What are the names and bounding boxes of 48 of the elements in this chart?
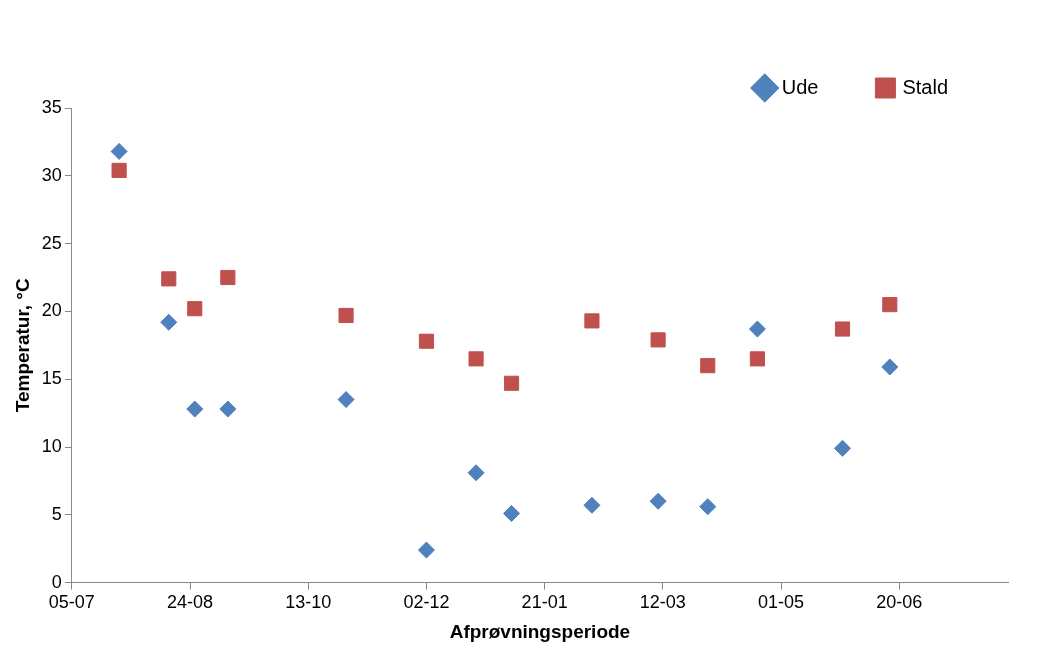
point bbox=[584, 313, 600, 329]
point bbox=[834, 439, 852, 457]
point bbox=[110, 142, 128, 160]
y-tick-label: 35 bbox=[41, 96, 62, 117]
legend-label: Stald bbox=[902, 75, 949, 98]
point bbox=[503, 375, 520, 391]
x-tick-label: 21-01 bbox=[521, 592, 568, 613]
x-tick-label: 01-05 bbox=[758, 592, 805, 613]
point bbox=[220, 269, 236, 286]
point bbox=[417, 541, 435, 559]
x-tick-label: 24-08 bbox=[167, 592, 214, 613]
point bbox=[337, 391, 355, 409]
point bbox=[219, 400, 237, 418]
x-tick-label: 02-12 bbox=[403, 592, 450, 613]
point bbox=[161, 271, 177, 287]
point bbox=[583, 496, 601, 514]
x-tick-label: 05-07 bbox=[48, 592, 95, 613]
x-tick-label: 13-10 bbox=[285, 592, 332, 613]
y-tick-label: 30 bbox=[41, 164, 62, 185]
point bbox=[503, 504, 521, 522]
point bbox=[650, 332, 666, 348]
point bbox=[700, 358, 716, 374]
point bbox=[881, 358, 899, 376]
point bbox=[338, 307, 354, 324]
point bbox=[649, 492, 667, 510]
point bbox=[187, 301, 203, 317]
point bbox=[111, 162, 127, 178]
point bbox=[468, 351, 484, 367]
x-axis-title: Afprøvningsperiode bbox=[449, 620, 631, 642]
point bbox=[186, 400, 204, 418]
legend-label: Ude bbox=[781, 75, 819, 98]
y-tick-label: 20 bbox=[41, 300, 62, 321]
y-tick-label: 15 bbox=[41, 368, 62, 389]
x-tick-label: 20-06 bbox=[876, 592, 923, 613]
y-tick-label: 25 bbox=[41, 232, 62, 253]
y-tick-label: 0 bbox=[51, 571, 62, 592]
point bbox=[699, 498, 717, 516]
point bbox=[467, 464, 485, 482]
point bbox=[749, 351, 765, 367]
y-tick-label: 10 bbox=[41, 435, 62, 456]
y-tick-label: 5 bbox=[51, 503, 62, 524]
point bbox=[160, 313, 178, 331]
point bbox=[418, 333, 435, 349]
point bbox=[882, 297, 898, 313]
y-axis-title: Temperatur, °C bbox=[11, 278, 33, 413]
x-tick-label: 12-03 bbox=[639, 592, 686, 613]
point bbox=[834, 321, 851, 337]
point bbox=[748, 320, 766, 338]
